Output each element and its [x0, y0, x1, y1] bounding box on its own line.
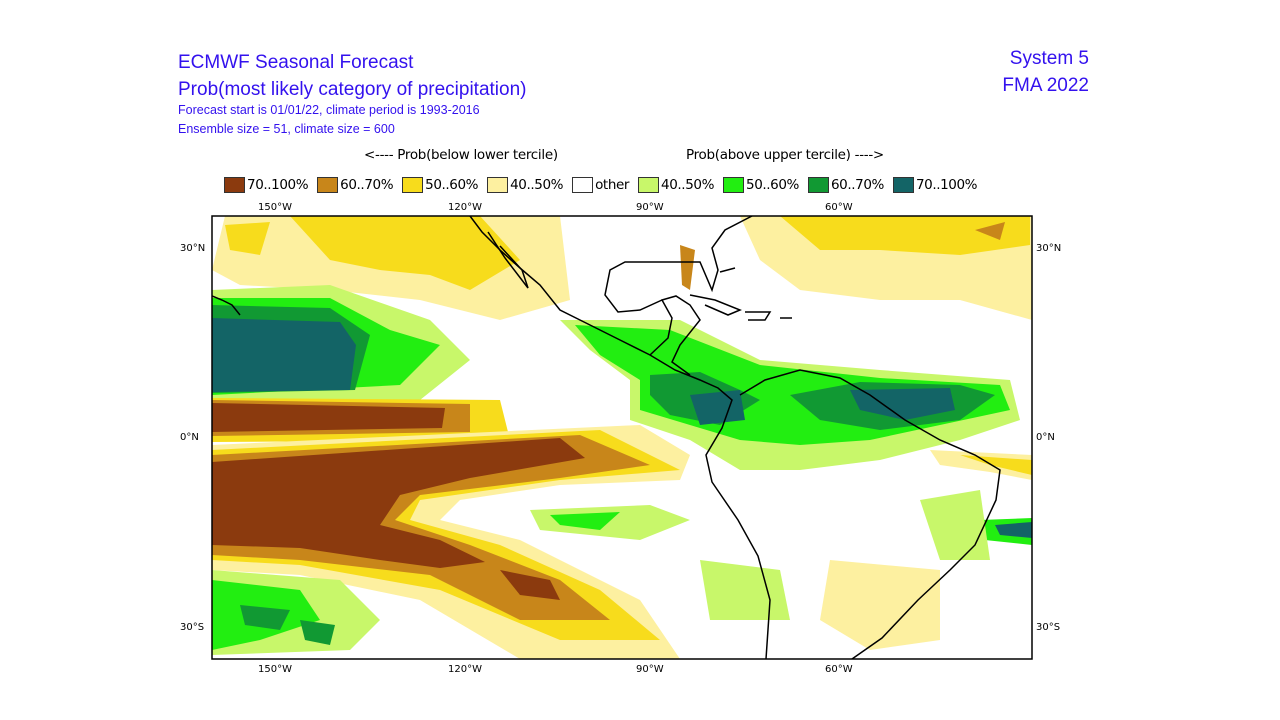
region-below-50 — [290, 216, 520, 290]
legend-label: 60..70% — [830, 177, 884, 193]
forecast-info: Forecast start is 01/01/22, climate peri… — [178, 103, 480, 117]
legend-header-above: Prob(above upper tercile) ----> — [686, 147, 884, 163]
legend-item: 60..70% — [807, 177, 884, 193]
legend-swatch — [892, 177, 914, 193]
legend-item: 40..50% — [487, 177, 563, 193]
longitude-label: 150°W — [258, 202, 292, 213]
probability-field — [212, 216, 1032, 659]
latitude-label: 30°N — [180, 243, 206, 254]
legend-label: 40..50% — [510, 177, 564, 193]
longitude-label: 150°W — [258, 664, 292, 675]
coastline — [212, 216, 1001, 659]
latitude-label: 30°S — [1036, 622, 1061, 633]
legend-label: 50..60% — [425, 177, 479, 193]
longitude-label: 90°W — [636, 664, 664, 675]
legend-header-below: <---- Prob(below lower tercile) — [364, 147, 558, 163]
legend-swatch — [402, 177, 424, 193]
legend-label: 40..50% — [661, 177, 714, 193]
legend-item: 70..100% — [224, 177, 309, 193]
legend-item: 40..50% — [638, 177, 714, 193]
legend-swatch — [317, 177, 339, 193]
legend-item: 50..60% — [723, 177, 799, 193]
legend-swatch — [638, 177, 660, 193]
system-name: System 5 — [1009, 48, 1089, 69]
legend-label: 60..70% — [340, 177, 394, 193]
legend-label: 50..60% — [746, 177, 799, 193]
latitude-label: 30°N — [1036, 243, 1062, 254]
ensemble-info: Ensemble size = 51, climate size = 600 — [178, 122, 395, 136]
legend-item: 50..60% — [402, 177, 478, 193]
longitude-label: 120°W — [448, 664, 482, 675]
longitude-label: 90°W — [636, 202, 664, 213]
longitude-label: 60°W — [825, 202, 853, 213]
legend-swatch — [572, 177, 594, 193]
longitude-label: 60°W — [825, 664, 853, 675]
legend-swatch — [807, 177, 829, 193]
latitude-label: 30°S — [180, 622, 205, 633]
region-below-70 — [212, 403, 445, 432]
legend-label: other — [595, 177, 630, 193]
legend-swatch — [487, 177, 509, 193]
map-subtitle: Prob(most likely category of precipitati… — [178, 79, 527, 100]
map-frame — [211, 215, 1033, 660]
legend-label: 70..100% — [915, 177, 978, 193]
latitude-label: 0°N — [1036, 432, 1055, 443]
legend-swatch — [224, 177, 245, 193]
latitude-label: 0°N — [180, 432, 199, 443]
legend-item: 70..100% — [892, 177, 978, 193]
map-title: ECMWF Seasonal Forecast — [178, 52, 414, 73]
legend-item: 60..70% — [317, 177, 394, 193]
region-above-70 — [212, 318, 356, 392]
legend-label: 70..100% — [247, 177, 309, 193]
season-label: FMA 2022 — [1002, 75, 1089, 96]
legend-item: other — [572, 177, 629, 193]
legend-swatch — [723, 177, 744, 193]
longitude-label: 120°W — [448, 202, 482, 213]
legend: 70..100% 60..70% 50..60% 40..50% other 40..50… — [224, 177, 986, 193]
